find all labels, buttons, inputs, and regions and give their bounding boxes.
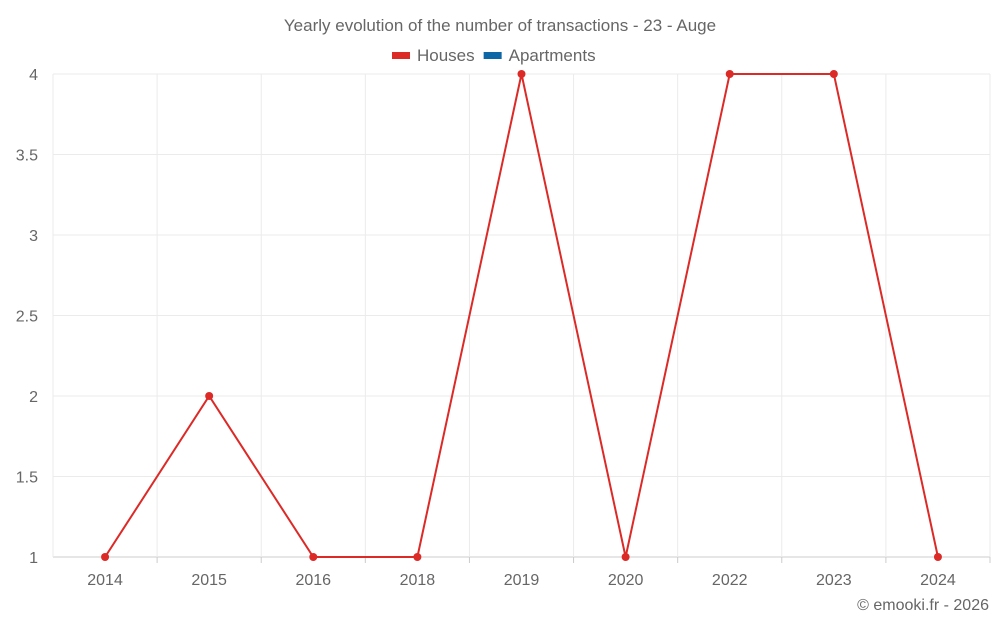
legend-label-houses: Houses: [417, 46, 475, 65]
data-point: [621, 553, 630, 561]
data-point: [413, 553, 422, 561]
x-tick-label: 2024: [920, 572, 956, 589]
data-point: [933, 553, 942, 561]
y-tick-label: 2: [29, 389, 38, 406]
legend-swatch-houses: [392, 52, 410, 59]
data-point: [517, 70, 526, 78]
x-tick-label: 2023: [816, 572, 852, 589]
x-tick-label: 2020: [608, 572, 644, 589]
data-point: [725, 70, 734, 78]
legend-label-apartments: Apartments: [509, 46, 596, 65]
x-tick-label: 2019: [504, 572, 540, 589]
y-tick-label: 1.5: [16, 470, 38, 487]
x-tick-label: 2018: [400, 572, 436, 589]
x-tick-label: 2016: [295, 572, 331, 589]
y-tick-label: 4: [29, 67, 38, 84]
chart-title: Yearly evolution of the number of transa…: [284, 16, 716, 35]
legend-swatch-apartments: [483, 52, 502, 59]
y-tick-label: 1: [29, 550, 38, 567]
x-tick-label: 2022: [712, 572, 748, 589]
y-tick-label: 3.5: [16, 148, 38, 165]
legend: Houses Apartments: [392, 46, 596, 65]
y-tick-label: 3: [29, 228, 38, 245]
data-point: [829, 70, 838, 78]
y-axis: 1 1.5 2 2.5 3 3.5 4: [16, 67, 38, 567]
series: [101, 70, 942, 561]
x-tick-label: 2014: [87, 572, 123, 589]
data-point: [309, 553, 318, 561]
y-tick-label: 2.5: [16, 309, 38, 326]
data-point: [101, 553, 110, 561]
credit: © emooki.fr - 2026: [857, 597, 989, 614]
x-tick-label: 2015: [191, 572, 227, 589]
data-point: [205, 392, 214, 400]
x-axis: 2014 2015 2016 2018 2019 2020 2022 2023 2024: [87, 557, 991, 589]
